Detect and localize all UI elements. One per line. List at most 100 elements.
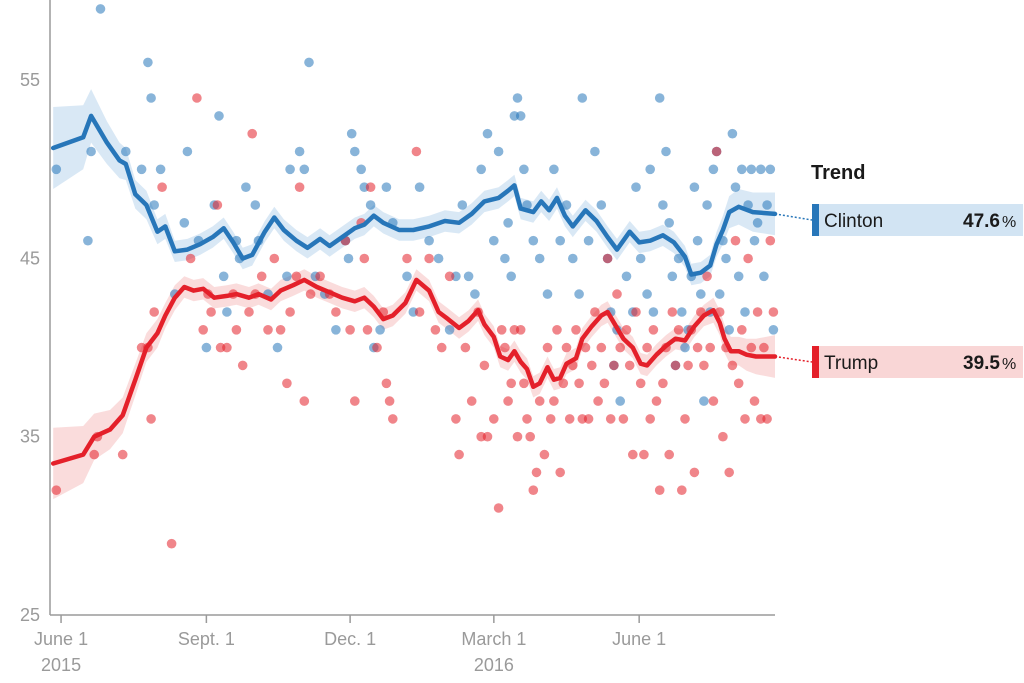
trump-poll-point	[759, 342, 769, 353]
clinton-poll-point	[250, 200, 261, 210]
clinton-poll-point	[149, 200, 159, 210]
clinton-poll-point	[282, 271, 292, 282]
clinton-poll-point	[692, 235, 703, 246]
trump-poll-point	[624, 360, 635, 371]
clinton-poll-point	[179, 218, 190, 228]
trump-poll-point	[430, 325, 441, 335]
trump-poll-point	[411, 146, 422, 157]
trump-poll-point	[574, 378, 584, 389]
trump-poll-point	[564, 414, 575, 424]
clinton-poll-point	[155, 164, 166, 175]
trump-poll-point	[331, 307, 341, 317]
trump-poll-point	[315, 271, 325, 282]
trump-poll-point	[149, 307, 159, 317]
trump-confidence-band	[53, 269, 775, 500]
legend: Trend Clinton 47.6 % Trump 39.5%	[774, 162, 1023, 378]
clinton-poll-point	[350, 146, 360, 157]
x-tick-label: June 1	[34, 629, 88, 649]
trump-poll-point	[117, 449, 128, 460]
trump-poll-point	[436, 342, 447, 353]
trump-poll-point	[493, 503, 504, 513]
clinton-poll-point	[515, 111, 526, 121]
clinton-poll-point	[201, 342, 212, 353]
clinton-poll-point	[493, 146, 504, 157]
trump-poll-point	[496, 325, 507, 335]
clinton-poll-point	[765, 164, 776, 175]
trump-poll-point	[590, 307, 600, 317]
clinton-poll-point	[294, 146, 305, 157]
clinton-poll-point	[654, 93, 665, 103]
y-tick-labels: 25 35 45 55	[20, 70, 40, 625]
trump-poll-point	[571, 325, 581, 335]
trump-poll-point	[522, 414, 532, 424]
x-tick-label: March 1	[461, 629, 526, 649]
trump-poll-point	[555, 467, 565, 478]
y-tick-label: 35	[20, 427, 40, 447]
clinton-poll-point	[642, 289, 652, 299]
clinton-poll-point	[146, 93, 156, 103]
trump-poll-point	[689, 467, 700, 478]
trump-poll-point	[615, 342, 625, 353]
trump-poll-point	[285, 307, 295, 317]
clinton-poll-point	[444, 325, 455, 335]
trump-poll-point	[699, 360, 709, 371]
trump-poll-point	[365, 182, 376, 192]
trump-poll-point	[424, 253, 434, 264]
trump-poll-point	[727, 360, 738, 371]
trump-poll-point	[263, 325, 273, 335]
clinton-legend-connector	[774, 213, 813, 221]
trump-poll-point	[231, 325, 242, 335]
trump-poll-point	[642, 342, 652, 353]
trump-poll-point	[609, 360, 619, 371]
trump-poll-point	[89, 449, 99, 460]
trump-poll-point	[733, 378, 744, 389]
trump-poll-point	[166, 538, 177, 549]
clinton-poll-point	[457, 200, 468, 210]
clinton-poll-point	[708, 164, 719, 175]
clinton-poll-point	[218, 271, 229, 282]
clinton-poll-point	[500, 253, 510, 264]
trump-poll-point	[206, 307, 216, 317]
clinton-poll-point	[648, 307, 659, 317]
trump-poll-point	[384, 396, 395, 406]
clinton-poll-point	[143, 57, 153, 68]
trump-poll-point	[605, 414, 616, 424]
clinton-poll-point	[727, 128, 738, 139]
clinton-poll-point	[95, 4, 106, 14]
clinton-poll-point	[680, 342, 690, 353]
trump-poll-point	[479, 360, 490, 371]
clinton-legend-name: Clinton	[824, 211, 883, 232]
trump-poll-point	[645, 414, 655, 424]
trump-poll-point	[372, 342, 382, 353]
trump-poll-point	[414, 307, 425, 317]
trump-poll-point	[618, 414, 629, 424]
clinton-poll-point	[482, 128, 493, 139]
trump-poll-point	[708, 396, 719, 406]
clinton-poll-point	[762, 200, 772, 210]
clinton-poll-point	[86, 146, 96, 157]
clinton-poll-point	[631, 182, 641, 192]
trump-poll-point	[247, 128, 257, 139]
clinton-poll-point	[699, 396, 709, 406]
clinton-poll-point	[677, 307, 687, 317]
clinton-poll-point	[182, 146, 193, 157]
clinton-poll-point	[299, 164, 310, 175]
trump-poll-point	[460, 342, 471, 353]
trump-legend-swatch	[812, 346, 819, 378]
trump-poll-point	[489, 414, 499, 424]
trump-poll-point	[454, 449, 464, 460]
clinton-poll-point	[673, 253, 684, 264]
trump-poll-point	[388, 414, 398, 424]
clinton-poll-point	[83, 235, 93, 246]
trump-poll-point	[718, 431, 728, 442]
clinton-confidence-band	[53, 89, 775, 286]
clinton-poll-point	[346, 128, 357, 139]
trump-poll-point	[528, 485, 539, 496]
clinton-poll-point	[331, 325, 341, 335]
clinton-poll-point	[549, 164, 559, 175]
trump-poll-point	[599, 378, 610, 389]
clinton-poll-point	[534, 253, 545, 264]
clinton-poll-point	[433, 253, 444, 264]
trump-poll-point	[542, 342, 553, 353]
